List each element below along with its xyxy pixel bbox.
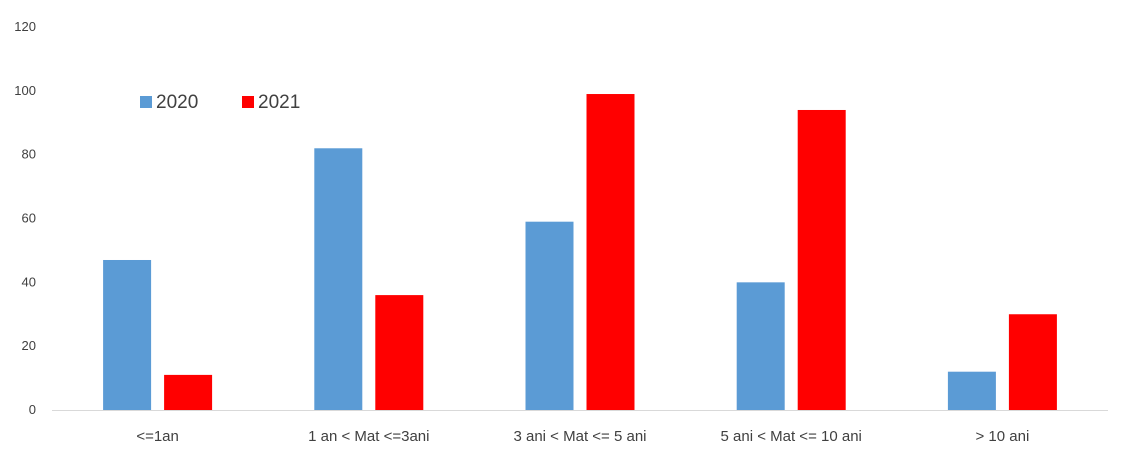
bar-2021-4 — [797, 109, 846, 410]
x-category-label: 3 ani < Mat <= 5 ani — [513, 428, 646, 445]
bar-2020-4 — [736, 282, 785, 410]
legend-swatch-2020 — [140, 96, 152, 108]
bar-2021-5 — [1008, 314, 1057, 410]
bar-2020-5 — [947, 371, 996, 410]
legend-swatch-2021 — [242, 96, 254, 108]
y-tick-label: 80 — [22, 147, 36, 162]
y-tick-label: 120 — [14, 19, 36, 34]
bars — [103, 94, 1057, 411]
legend: 2020 2021 — [140, 92, 300, 113]
y-axis-ticks: 0 20 40 60 80 100 120 — [14, 19, 36, 417]
bar-2021-1 — [164, 374, 213, 410]
y-tick-label: 60 — [22, 211, 36, 226]
legend-label-2020: 2020 — [156, 92, 198, 113]
bar-2020-2 — [314, 148, 363, 411]
x-category-label: 1 an < Mat <=3ani — [308, 428, 429, 445]
y-tick-label: 100 — [14, 83, 36, 98]
bar-2021-2 — [375, 295, 424, 410]
bar-2020-1 — [103, 259, 152, 410]
y-tick-label: 40 — [22, 274, 36, 289]
x-axis-labels: <=1an 1 an < Mat <=3ani 3 ani < Mat <= 5 a… — [136, 428, 1029, 445]
bar-2020-3 — [525, 221, 574, 410]
x-category-label: <=1an — [136, 428, 179, 445]
y-tick-label: 20 — [22, 338, 36, 353]
bar-2021-3 — [586, 94, 635, 411]
x-category-label: 5 ani < Mat <= 10 ani — [721, 428, 862, 445]
legend-label-2021: 2021 — [258, 92, 300, 113]
x-category-label: > 10 ani — [976, 428, 1030, 445]
y-tick-label: 0 — [29, 402, 36, 417]
